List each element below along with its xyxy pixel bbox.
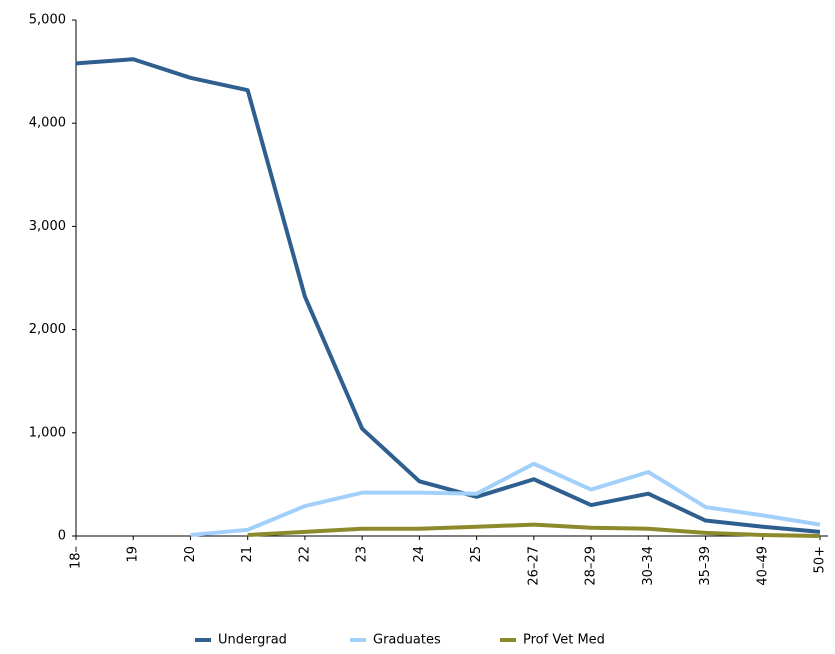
y-tick-label: 4,000 (29, 116, 66, 131)
y-tick-label: 5,000 (29, 13, 66, 28)
x-tick-label: 28–29 (584, 546, 599, 586)
legend-label: Graduates (373, 633, 441, 648)
legend-label: Prof Vet Med (523, 633, 605, 648)
x-tick-label: 30–34 (641, 546, 656, 586)
x-tick-label: 21 (240, 546, 255, 563)
x-tick-label: 20 (183, 546, 198, 563)
y-tick-label: 1,000 (29, 425, 66, 440)
x-tick-label: 18– (69, 546, 84, 569)
y-tick-label: 0 (58, 529, 66, 544)
y-tick-label: 2,000 (29, 322, 66, 337)
x-tick-label: 40–49 (755, 546, 770, 586)
x-tick-label: 26–27 (526, 546, 541, 586)
x-tick-label: 25 (469, 546, 484, 563)
x-tick-label: 19 (126, 546, 141, 563)
series-line (75, 57, 821, 534)
x-tick-label: 35–39 (698, 546, 713, 586)
x-tick-label: 22 (297, 546, 312, 563)
x-tick-label: 24 (412, 546, 427, 563)
y-tick-label: 3,000 (29, 219, 66, 234)
series-line (190, 461, 821, 537)
x-tick-label: 23 (355, 546, 370, 563)
legend-label: Undergrad (218, 633, 287, 648)
x-tick-label: 50+ (813, 546, 828, 573)
series-line (247, 522, 821, 538)
